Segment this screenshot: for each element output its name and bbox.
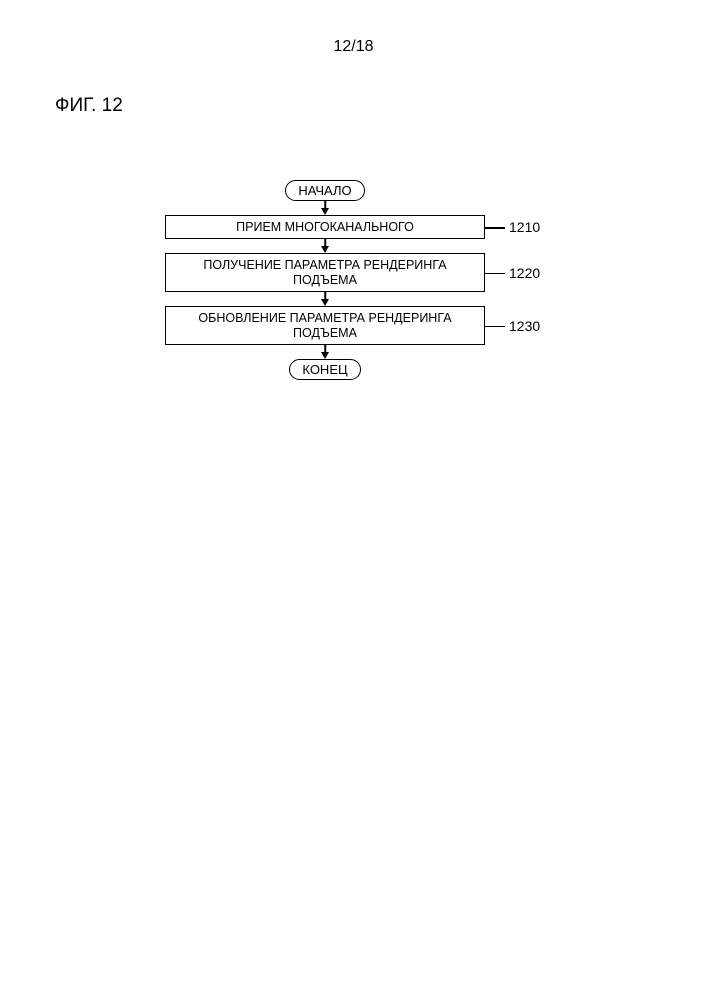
- ref-line: [485, 227, 505, 229]
- arrow-icon: [165, 239, 485, 253]
- flowchart: НАЧАЛО ПРИЕМ МНОГОКАНАЛЬНОГО 1210 ПОЛУЧЕ…: [165, 180, 545, 380]
- ref-number: 1230: [509, 318, 540, 334]
- end-terminal-wrap: КОНЕЦ: [165, 359, 485, 380]
- arrow-icon: [165, 201, 485, 215]
- process-step-2: ПОЛУЧЕНИЕ ПАРАМЕТРА РЕНДЕРИНГАПОДЪЕМА: [165, 253, 485, 292]
- process-row: ПОЛУЧЕНИЕ ПАРАМЕТРА РЕНДЕРИНГАПОДЪЕМА 12…: [165, 253, 545, 292]
- start-terminal: НАЧАЛО: [285, 180, 364, 201]
- process-row: ПРИЕМ МНОГОКАНАЛЬНОГО 1210: [165, 215, 545, 239]
- ref-line: [485, 273, 505, 275]
- end-terminal: КОНЕЦ: [289, 359, 360, 380]
- figure-label: ФИГ. 12: [55, 95, 123, 117]
- arrow-icon: [165, 345, 485, 359]
- ref-number: 1210: [509, 219, 540, 235]
- process-step-1: ПРИЕМ МНОГОКАНАЛЬНОГО: [165, 215, 485, 239]
- process-row: ОБНОВЛЕНИЕ ПАРАМЕТРА РЕНДЕРИНГАПОДЪЕМА 1…: [165, 306, 545, 345]
- start-terminal-wrap: НАЧАЛО: [165, 180, 485, 201]
- ref-number: 1220: [509, 265, 540, 281]
- ref-line: [485, 326, 505, 328]
- page-number: 12/18: [0, 38, 707, 56]
- process-step-3: ОБНОВЛЕНИЕ ПАРАМЕТРА РЕНДЕРИНГАПОДЪЕМА: [165, 306, 485, 345]
- arrow-icon: [165, 292, 485, 306]
